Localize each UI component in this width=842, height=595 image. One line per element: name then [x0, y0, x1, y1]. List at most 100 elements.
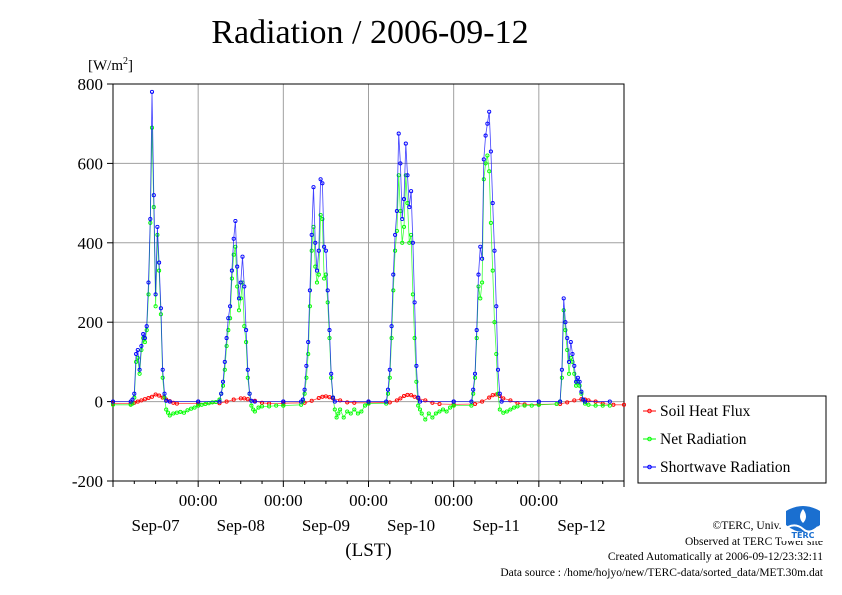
- data-point: [309, 398, 314, 403]
- data-point: [302, 387, 307, 392]
- data-point: [511, 405, 517, 410]
- data-point: [419, 411, 424, 416]
- data-point: [582, 399, 588, 404]
- legend-marker: [647, 464, 652, 470]
- x-tick-label: 00:00: [434, 491, 473, 510]
- data-point: [226, 316, 231, 321]
- data-point: [437, 409, 442, 414]
- data-point: [478, 244, 483, 249]
- data-point: [396, 131, 401, 136]
- data-point: [593, 403, 598, 408]
- data-point: [249, 403, 254, 408]
- data-point: [410, 240, 415, 245]
- data-point: [304, 375, 309, 380]
- data-point: [621, 402, 627, 407]
- data-point: [529, 403, 534, 408]
- data-point: [252, 409, 257, 414]
- logo-text: TERC: [792, 531, 815, 540]
- data-point: [352, 407, 357, 412]
- data-point: [515, 404, 520, 409]
- data-point: [323, 394, 328, 399]
- x-tick-label: 00:00: [179, 491, 218, 510]
- data-point: [566, 359, 572, 364]
- data-point: [302, 391, 307, 396]
- terc-logo-icon: TERC: [782, 503, 824, 541]
- data-point: [407, 205, 412, 210]
- data-point: [247, 391, 252, 396]
- data-point: [256, 405, 261, 410]
- data-point: [508, 407, 513, 412]
- data-point: [164, 398, 169, 403]
- data-point: [148, 216, 153, 222]
- data-point: [281, 399, 286, 404]
- data-point: [139, 398, 144, 403]
- data-point: [490, 393, 495, 398]
- data-point: [394, 208, 399, 214]
- data-point: [267, 404, 272, 409]
- data-point: [497, 391, 502, 396]
- data-point: [217, 399, 222, 404]
- credits-block: ©TERC, Univ. Tsukuba Observed at TERC To…: [500, 519, 823, 581]
- legend-marker: [647, 436, 652, 442]
- data-point: [412, 394, 417, 399]
- data-point: [366, 399, 371, 404]
- data-point: [330, 395, 336, 400]
- data-point: [153, 304, 158, 309]
- data-point: [233, 218, 238, 224]
- data-point: [362, 403, 368, 408]
- data-point: [158, 306, 163, 311]
- data-point: [327, 328, 332, 333]
- data-point: [451, 403, 456, 408]
- data-point: [318, 212, 323, 218]
- data-point: [345, 409, 350, 414]
- data-point: [401, 393, 407, 399]
- data-point: [137, 367, 142, 372]
- data-point: [487, 395, 492, 400]
- data-point: [487, 109, 492, 114]
- data-point: [394, 398, 399, 403]
- data-point: [130, 397, 135, 402]
- data-point: [224, 399, 229, 404]
- data-point: [307, 304, 312, 309]
- data-point: [144, 324, 149, 329]
- data-point: [495, 367, 501, 372]
- data-point: [219, 391, 224, 396]
- data-point: [417, 399, 423, 404]
- data-point: [178, 409, 183, 414]
- data-point: [252, 399, 257, 404]
- data-point: [245, 397, 250, 402]
- data-point: [110, 399, 116, 404]
- data-point: [352, 400, 357, 405]
- data-point: [437, 401, 442, 407]
- data-point: [220, 379, 226, 384]
- data-point: [153, 292, 158, 297]
- data-point: [577, 379, 582, 384]
- data-point: [238, 280, 243, 285]
- day-label: Sep-08: [217, 516, 265, 535]
- data-point: [607, 403, 612, 408]
- data-point: [146, 280, 151, 285]
- data-point: [430, 415, 435, 420]
- credit-observed: Observed at TERC Tower site: [684, 535, 823, 548]
- data-point: [572, 398, 577, 403]
- data-point: [566, 371, 572, 376]
- data-point: [401, 224, 407, 229]
- data-point: [132, 391, 137, 396]
- data-point: [416, 403, 421, 408]
- data-point: [313, 240, 318, 245]
- data-point: [396, 173, 401, 178]
- data-point: [476, 272, 481, 277]
- data-point: [229, 268, 234, 273]
- data-point: [423, 417, 428, 422]
- data-point: [332, 399, 337, 404]
- y-tick-label: 0: [95, 393, 104, 412]
- data-point: [387, 400, 392, 405]
- data-point: [536, 399, 541, 404]
- legend-box: [637, 395, 827, 484]
- legend-label: Shortwave Radiation: [660, 459, 791, 476]
- data-point: [490, 201, 495, 206]
- data-point: [577, 383, 582, 388]
- data-point: [222, 359, 227, 364]
- data-point: [393, 232, 398, 237]
- data-point: [487, 169, 492, 174]
